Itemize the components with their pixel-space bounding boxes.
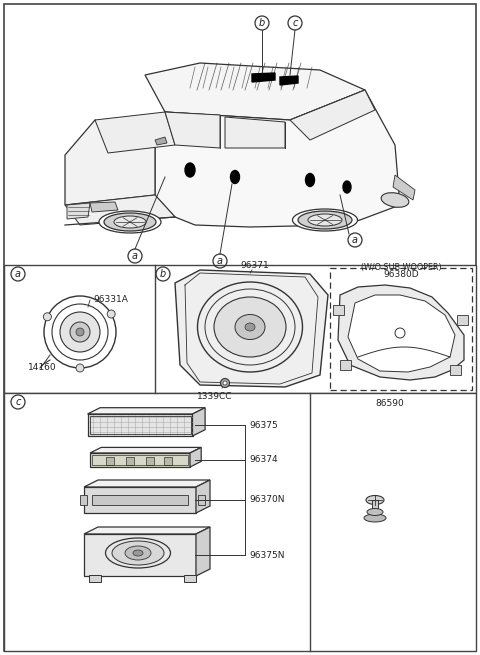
Polygon shape (87, 414, 192, 436)
Ellipse shape (305, 174, 314, 187)
Text: a: a (132, 251, 138, 261)
Ellipse shape (114, 216, 146, 228)
Text: a: a (217, 256, 223, 266)
Polygon shape (84, 534, 196, 576)
Polygon shape (196, 527, 210, 576)
Text: 1339CC: 1339CC (197, 392, 233, 401)
Polygon shape (90, 202, 118, 212)
Text: c: c (15, 397, 21, 407)
Bar (4, 393, 476, 651)
Circle shape (107, 310, 115, 318)
Ellipse shape (125, 546, 151, 560)
Polygon shape (348, 295, 455, 372)
Ellipse shape (112, 541, 164, 565)
Bar (126, 457, 134, 465)
Polygon shape (155, 137, 167, 145)
Circle shape (76, 328, 84, 336)
Text: c: c (292, 18, 298, 28)
Polygon shape (290, 90, 375, 140)
Ellipse shape (245, 323, 255, 331)
Polygon shape (192, 407, 205, 436)
Ellipse shape (381, 193, 409, 208)
Ellipse shape (298, 211, 352, 229)
Polygon shape (190, 447, 201, 467)
Text: a: a (352, 235, 358, 245)
Polygon shape (393, 175, 415, 200)
Polygon shape (90, 447, 201, 453)
Bar (146, 457, 154, 465)
Text: 96370N: 96370N (249, 495, 285, 504)
Bar (333, 305, 344, 315)
Polygon shape (95, 112, 175, 153)
Polygon shape (372, 500, 378, 512)
Bar (106, 457, 114, 465)
Circle shape (76, 364, 84, 372)
Bar (340, 360, 351, 370)
Ellipse shape (292, 209, 358, 231)
Circle shape (43, 313, 51, 321)
Bar (198, 495, 205, 505)
Circle shape (70, 322, 90, 342)
Polygon shape (145, 63, 365, 120)
Polygon shape (165, 112, 220, 148)
Text: 86590: 86590 (376, 398, 404, 407)
Circle shape (223, 381, 227, 385)
Ellipse shape (366, 495, 384, 504)
Bar (92, 455, 188, 465)
Bar (89, 575, 101, 582)
Ellipse shape (308, 214, 342, 226)
Polygon shape (252, 73, 275, 82)
Ellipse shape (104, 213, 156, 231)
Polygon shape (155, 90, 400, 227)
Text: (W/O SUB WOOPER): (W/O SUB WOOPER) (360, 263, 441, 272)
Circle shape (60, 312, 100, 352)
Polygon shape (225, 117, 285, 148)
Ellipse shape (99, 211, 161, 233)
Circle shape (395, 328, 405, 338)
Bar (89, 416, 191, 434)
Polygon shape (92, 495, 188, 505)
Text: 96375N: 96375N (249, 550, 285, 559)
Polygon shape (338, 285, 464, 380)
Ellipse shape (185, 163, 195, 177)
Ellipse shape (133, 550, 143, 556)
Polygon shape (280, 76, 298, 85)
Polygon shape (90, 453, 190, 467)
Polygon shape (84, 487, 196, 513)
Polygon shape (67, 203, 90, 219)
Polygon shape (196, 480, 210, 513)
Bar (184, 575, 196, 582)
Ellipse shape (364, 514, 386, 522)
Text: a: a (15, 269, 21, 279)
Circle shape (220, 379, 229, 388)
Ellipse shape (214, 297, 286, 357)
Polygon shape (65, 195, 175, 225)
Text: 96374: 96374 (249, 455, 277, 464)
Polygon shape (175, 270, 328, 387)
Text: 14160: 14160 (28, 364, 57, 373)
Bar (457, 315, 468, 325)
Text: 96331A: 96331A (93, 295, 128, 303)
Ellipse shape (230, 170, 240, 183)
Text: 96380D: 96380D (383, 270, 419, 279)
Polygon shape (84, 527, 210, 534)
Polygon shape (87, 407, 205, 414)
Text: 96371: 96371 (240, 261, 269, 270)
Text: 96375: 96375 (249, 421, 278, 430)
Bar (330, 268, 472, 390)
Ellipse shape (343, 181, 351, 193)
Bar (450, 365, 461, 375)
Text: b: b (160, 269, 166, 279)
Bar (4, 265, 476, 393)
Text: b: b (259, 18, 265, 28)
Polygon shape (84, 480, 210, 487)
Bar (80, 495, 87, 505)
Bar (164, 457, 172, 465)
Polygon shape (65, 120, 155, 205)
Ellipse shape (367, 508, 383, 515)
Ellipse shape (235, 314, 265, 339)
